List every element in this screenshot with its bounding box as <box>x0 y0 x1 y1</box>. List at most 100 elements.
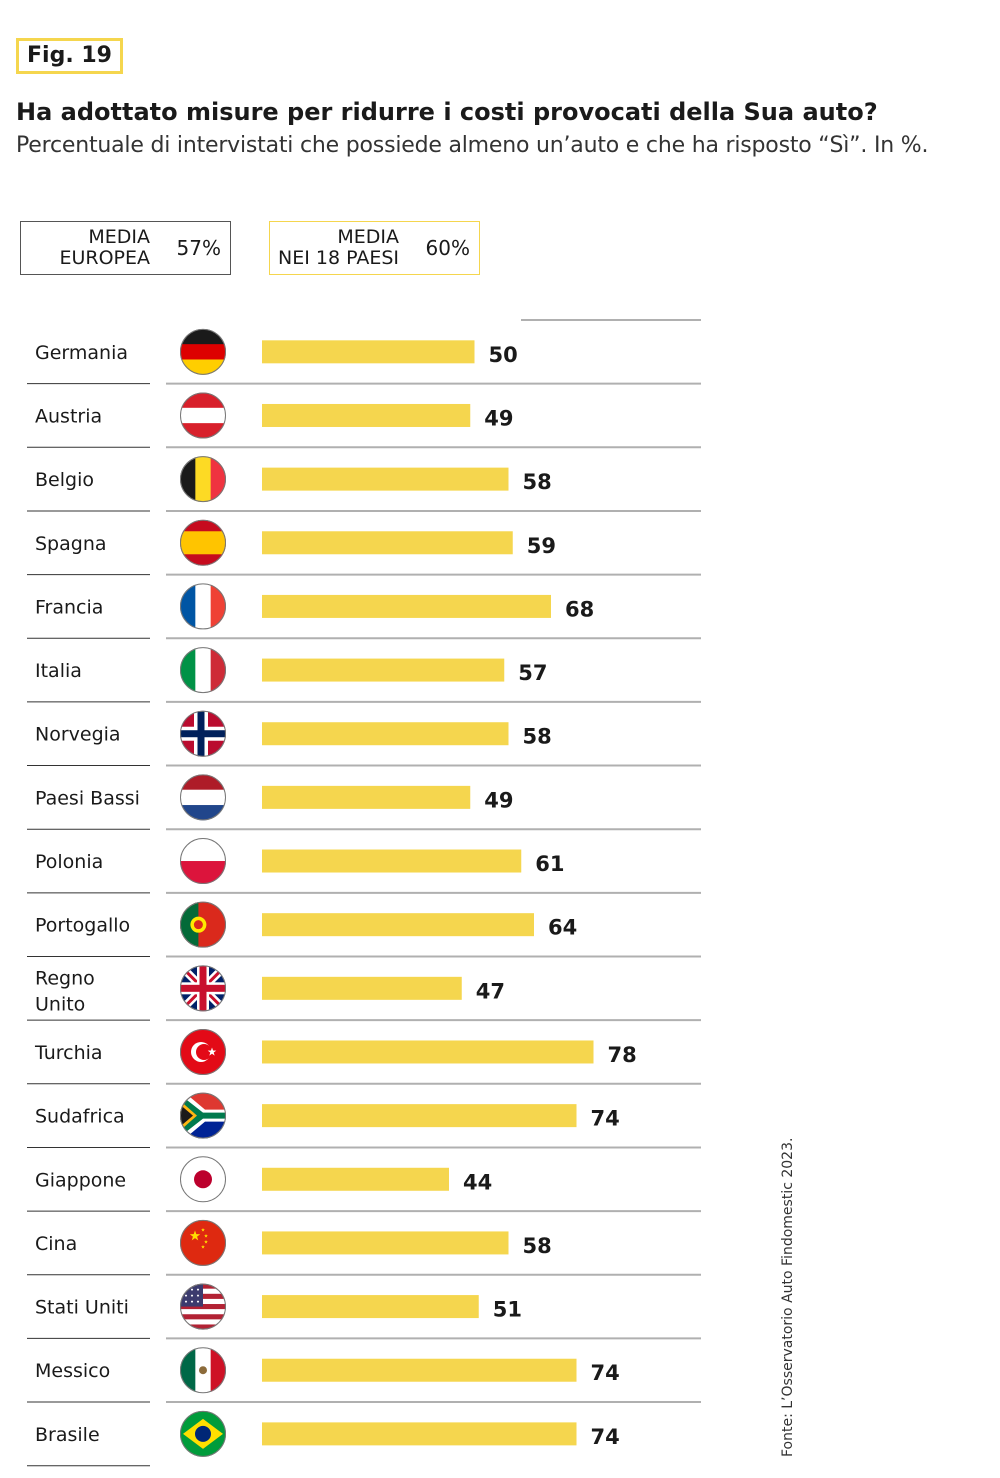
bar <box>262 594 551 618</box>
value-label: 78 <box>608 1043 637 1067</box>
bar-row: Belgio 58 <box>27 456 701 512</box>
bar <box>262 1422 577 1446</box>
bar-row: Brasile 74 <box>27 1410 620 1467</box>
portugal-flag-icon <box>180 901 226 948</box>
country-label: Belgio <box>35 469 94 491</box>
value-label: 61 <box>535 852 564 876</box>
value-label: 58 <box>523 1234 552 1258</box>
country-label: Italia <box>35 660 82 682</box>
bar-row: Francia 68 <box>27 583 701 640</box>
value-label: 58 <box>523 725 552 749</box>
bar <box>262 531 513 555</box>
country-label: Paesi Bassi <box>35 787 140 809</box>
bar-row: Sudafrica 74 <box>27 1092 701 1149</box>
bar <box>262 785 471 809</box>
bar <box>262 658 505 682</box>
eighteen-countries-average-label: MEDIA NEI 18 PAESI <box>278 226 399 269</box>
austria-flag-icon <box>180 392 226 439</box>
value-label: 49 <box>484 788 513 812</box>
bar-row: Spagna 59 <box>27 519 701 576</box>
value-label: 44 <box>463 1170 492 1194</box>
country-label: Regno Unito <box>35 967 95 1015</box>
italy-flag-icon <box>180 647 226 694</box>
country-label: Messico <box>35 1360 110 1382</box>
value-label: 74 <box>591 1425 620 1449</box>
bar <box>262 1295 479 1319</box>
eighteen-countries-average-box: MEDIA NEI 18 PAESI 60% <box>269 221 480 275</box>
spain-flag-icon <box>180 519 226 566</box>
bar-row: Norvegia 58 <box>27 710 701 767</box>
china-flag-icon <box>180 1219 226 1266</box>
country-label: Giappone <box>35 1169 126 1191</box>
country-label: Stati Uniti <box>35 1297 129 1319</box>
bar <box>262 1104 577 1128</box>
bar-row: Stati Uniti 51 <box>27 1283 701 1340</box>
bar <box>262 1358 577 1382</box>
eighteen-countries-average-value: 60% <box>425 236 470 260</box>
bar <box>262 403 471 427</box>
bar <box>262 467 509 491</box>
value-label: 47 <box>476 979 505 1003</box>
value-label: 74 <box>591 1107 620 1131</box>
source-note: Fonte: L’Osservatorio Auto Findomestic 2… <box>780 1137 796 1457</box>
value-label: 50 <box>489 343 518 367</box>
value-label: 49 <box>484 406 513 430</box>
chart-title: Ha adottato misure per ridurre i costi p… <box>16 98 878 126</box>
bar <box>262 1231 509 1255</box>
country-label: Turchia <box>34 1042 103 1064</box>
japan-flag-icon <box>180 1156 226 1203</box>
value-label: 58 <box>523 470 552 494</box>
bar <box>262 1040 594 1064</box>
bar-row: Italia 57 <box>27 647 701 703</box>
figure-label: Fig. 19 <box>16 38 123 74</box>
usa-flag-icon <box>180 1283 226 1330</box>
poland-flag-icon <box>180 838 226 885</box>
european-average-label: MEDIA EUROPEA <box>59 226 150 269</box>
bar-row: Polonia 61 <box>27 838 701 894</box>
bar-row: Messico 74 <box>27 1347 701 1404</box>
bar-row: Giappone 44 <box>27 1156 701 1213</box>
country-label: Sudafrica <box>35 1106 125 1128</box>
bar-row: Cina 58 <box>27 1219 701 1276</box>
belgium-flag-icon <box>180 456 226 503</box>
country-label: Austria <box>35 405 102 427</box>
country-label: Cina <box>35 1233 77 1255</box>
bar-row: Regno Unito 47 <box>27 965 701 1022</box>
country-label: Spagna <box>35 533 107 555</box>
norway-flag-icon <box>180 710 226 757</box>
bar <box>262 340 475 364</box>
bar <box>262 976 462 1000</box>
bar <box>262 1167 449 1191</box>
bar-row: Portogallo 64 <box>27 901 701 958</box>
mexico-flag-icon <box>180 1347 226 1394</box>
country-label: Norvegia <box>35 724 121 746</box>
france-flag-icon <box>180 583 226 630</box>
country-label: Brasile <box>35 1424 100 1446</box>
value-label: 64 <box>548 916 577 940</box>
value-label: 57 <box>518 661 547 685</box>
country-label: Polonia <box>35 851 103 873</box>
germany-flag-icon <box>180 328 226 375</box>
turkey-flag-icon <box>180 1028 226 1075</box>
value-label: 59 <box>527 534 556 558</box>
bar-row: Turchia 78 <box>27 1028 701 1085</box>
bar-row: Austria 49 <box>27 392 701 449</box>
value-label: 51 <box>493 1298 522 1322</box>
country-label: Portogallo <box>35 915 130 937</box>
uk-flag-icon <box>180 965 226 1012</box>
brazil-flag-icon <box>180 1410 226 1457</box>
country-label: Francia <box>35 596 103 618</box>
value-label: 74 <box>591 1361 620 1385</box>
bar-row: Germania 50 <box>27 328 701 385</box>
chart-subtitle: Percentuale di intervistati che possiede… <box>16 133 929 158</box>
south-africa-flag-icon <box>180 1092 226 1139</box>
bar <box>262 722 509 746</box>
bar-row: Paesi Bassi 49 <box>27 774 701 831</box>
netherlands-flag-icon <box>180 774 226 821</box>
bar <box>262 849 522 873</box>
bar <box>262 913 534 937</box>
country-label: Germania <box>35 342 128 364</box>
european-average-value: 57% <box>176 236 221 260</box>
european-average-box: MEDIA EUROPEA 57% <box>20 221 231 275</box>
